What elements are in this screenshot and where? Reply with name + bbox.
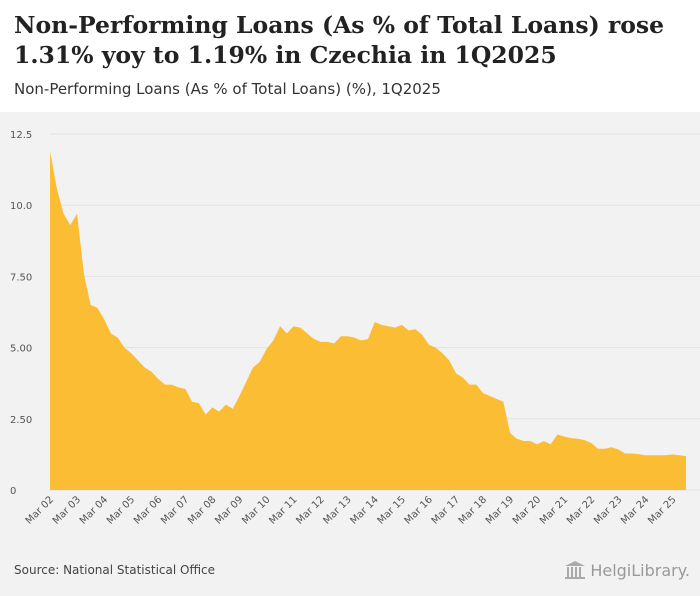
x-tick-label: Mar 16 <box>403 494 435 526</box>
x-tick-label: Mar 03 <box>51 494 83 526</box>
x-tick-label: Mar 21 <box>538 494 570 526</box>
chart-header: Non-Performing Loans (As % of Total Loan… <box>0 0 700 112</box>
helgi-library-logo: HelgiLibrary. <box>564 560 690 580</box>
x-tick-label: Mar 14 <box>349 494 381 526</box>
x-tick-label: Mar 19 <box>484 494 516 526</box>
y-tick-label: 12.5 <box>10 130 32 141</box>
x-tick-label: Mar 10 <box>240 494 272 526</box>
library-building-icon <box>565 561 586 579</box>
x-tick-label: Mar 20 <box>511 494 543 526</box>
x-tick-label: Mar 18 <box>457 494 489 526</box>
x-tick-label: Mar 12 <box>294 494 326 526</box>
y-tick-label: 5.00 <box>10 344 32 355</box>
x-tick-label: Mar 09 <box>213 494 245 526</box>
x-tick-label: Mar 25 <box>646 494 678 526</box>
logo-text: HelgiLibrary. <box>590 560 690 580</box>
x-tick-label: Mar 17 <box>430 494 462 526</box>
source-note: Source: National Statistical Office <box>14 563 216 577</box>
x-tick-label: Mar 23 <box>592 494 624 526</box>
npl-area-series <box>50 151 686 490</box>
y-tick-label: 7.50 <box>10 272 32 283</box>
x-tick-label: Mar 22 <box>565 494 597 526</box>
y-tick-label: 10.0 <box>10 201 32 212</box>
x-tick-label: Mar 08 <box>186 494 218 526</box>
x-tick-label: Mar 07 <box>159 494 191 526</box>
x-tick-label: Mar 04 <box>78 494 110 526</box>
y-tick-label: 0 <box>10 486 16 497</box>
y-tick-label: 2.50 <box>10 415 32 426</box>
x-tick-label: Mar 15 <box>376 494 408 526</box>
x-tick-label: Mar 02 <box>24 494 56 526</box>
chart-subtitle: Non-Performing Loans (As % of Total Loan… <box>14 80 441 98</box>
x-tick-label: Mar 06 <box>132 494 164 526</box>
x-tick-label: Mar 05 <box>105 494 137 526</box>
chart-title: Non-Performing Loans (As % of Total Loan… <box>14 11 665 69</box>
x-tick-label: Mar 13 <box>321 494 353 526</box>
x-tick-label: Mar 24 <box>619 494 651 526</box>
x-tick-label: Mar 11 <box>267 494 299 526</box>
